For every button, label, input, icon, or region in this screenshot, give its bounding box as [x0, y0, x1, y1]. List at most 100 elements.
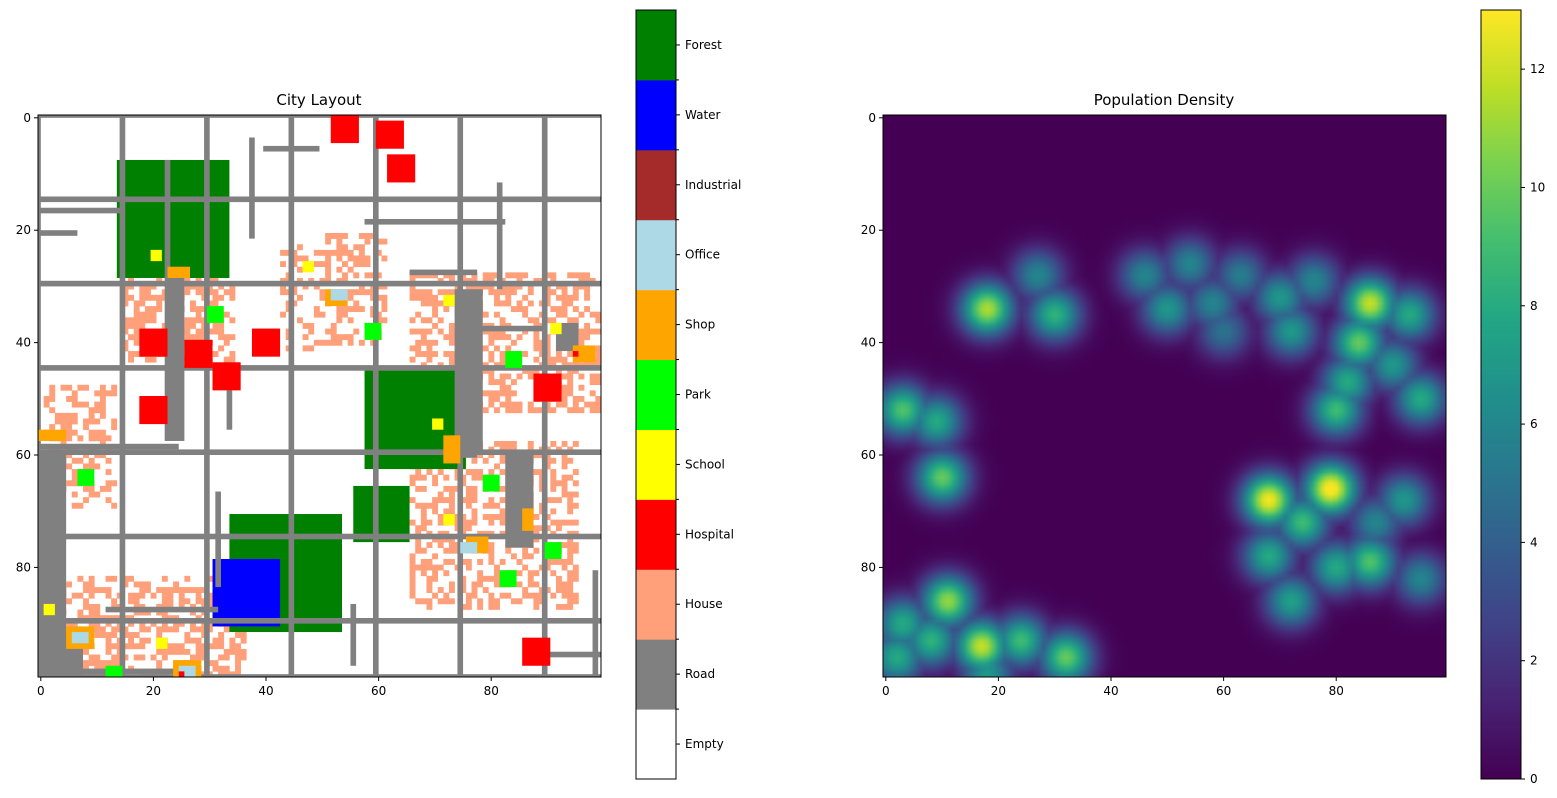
- house-cell: [364, 255, 371, 262]
- house-cell: [510, 272, 517, 279]
- house-cell: [94, 620, 101, 627]
- house-cell: [567, 592, 574, 599]
- house-cell: [555, 575, 562, 582]
- house-cell: [77, 435, 84, 442]
- house-cell: [353, 300, 360, 307]
- house-cell: [184, 317, 191, 324]
- house-cell: [223, 311, 230, 318]
- house-cell: [533, 525, 540, 532]
- house-cell: [167, 648, 174, 655]
- house-cell: [572, 502, 579, 509]
- population-density-title: Population Density: [1094, 91, 1235, 109]
- house-cell: [533, 603, 540, 610]
- house-cell: [88, 418, 95, 425]
- house-cell: [319, 249, 326, 256]
- house-cell: [572, 396, 579, 402]
- house-cell: [122, 294, 129, 301]
- house-cell: [212, 351, 219, 357]
- house-cell: [471, 514, 478, 520]
- house-cell: [595, 317, 602, 324]
- house-cell: [578, 373, 585, 380]
- house-cell: [499, 401, 506, 408]
- house-cell: [499, 334, 506, 341]
- house-cell: [460, 603, 467, 610]
- house-cell: [88, 654, 95, 661]
- house-cell: [88, 429, 95, 436]
- house-cell: [144, 317, 151, 324]
- house-cell: [133, 592, 140, 599]
- house-cell: [66, 463, 73, 470]
- road-cell: [38, 207, 123, 214]
- house-cell: [448, 547, 455, 554]
- house-cell: [167, 626, 174, 633]
- house-cell: [99, 626, 106, 633]
- house-cell: [572, 407, 579, 414]
- house-cell: [415, 564, 422, 571]
- house-cell: [510, 440, 517, 447]
- house-cell: [505, 272, 512, 279]
- house-cell: [488, 558, 495, 565]
- house-cell: [426, 351, 433, 357]
- density-colorbar-tick-label: 2: [1530, 654, 1538, 668]
- house-cell: [510, 289, 517, 296]
- house-cell: [420, 289, 427, 296]
- house-cell: [471, 283, 478, 290]
- house-cell: [572, 367, 579, 374]
- house-cell: [550, 480, 557, 487]
- house-cell: [494, 334, 500, 341]
- house-cell: [358, 283, 365, 290]
- house-cell: [409, 558, 416, 565]
- house-cell: [477, 581, 484, 588]
- house-cell: [505, 390, 512, 397]
- house-cell: [505, 294, 512, 301]
- house-cell: [280, 289, 287, 296]
- house-cell: [139, 317, 146, 324]
- house-cell: [443, 570, 450, 577]
- house-cell: [499, 384, 506, 391]
- house-cell: [88, 587, 95, 593]
- house-cell: [494, 294, 500, 301]
- house-cell: [190, 306, 196, 312]
- house-cell: [561, 564, 568, 571]
- house-cell: [550, 306, 557, 312]
- road-cell: [77, 668, 196, 675]
- house-cell: [342, 306, 348, 312]
- house-cell: [49, 407, 56, 414]
- house-cell: [409, 294, 416, 301]
- house-cell: [156, 294, 163, 301]
- house-cell: [99, 632, 106, 638]
- house-cell: [195, 587, 202, 593]
- house-cell: [122, 654, 129, 661]
- house-cell: [505, 334, 512, 341]
- house-cell: [229, 289, 236, 296]
- house-cell: [550, 570, 557, 577]
- house-cell: [572, 570, 579, 577]
- house-cell: [477, 558, 484, 565]
- house-cell: [572, 289, 579, 296]
- hospital-cell: [212, 362, 241, 391]
- house-cell: [561, 396, 568, 402]
- house-cell: [584, 272, 591, 279]
- house-cell: [555, 401, 562, 408]
- house-cell: [522, 587, 529, 593]
- house-cell: [494, 300, 500, 307]
- house-cell: [358, 255, 365, 262]
- house-cell: [325, 261, 332, 268]
- colorbar-swatch-industrial: [636, 149, 676, 221]
- house-cell: [347, 306, 354, 312]
- house-cell: [561, 480, 568, 487]
- house-cell: [578, 334, 585, 341]
- house-cell: [133, 609, 140, 616]
- house-cell: [99, 452, 106, 459]
- house-cell: [342, 244, 348, 251]
- house-cell: [190, 322, 196, 329]
- house-cell: [488, 452, 495, 459]
- house-cell: [471, 592, 478, 599]
- house-cell: [505, 592, 512, 599]
- house-cell: [223, 654, 230, 661]
- house-cell: [111, 643, 118, 650]
- house-cell: [488, 547, 495, 554]
- house-cell: [432, 306, 439, 312]
- house-cell: [375, 294, 382, 301]
- house-cell: [572, 564, 579, 571]
